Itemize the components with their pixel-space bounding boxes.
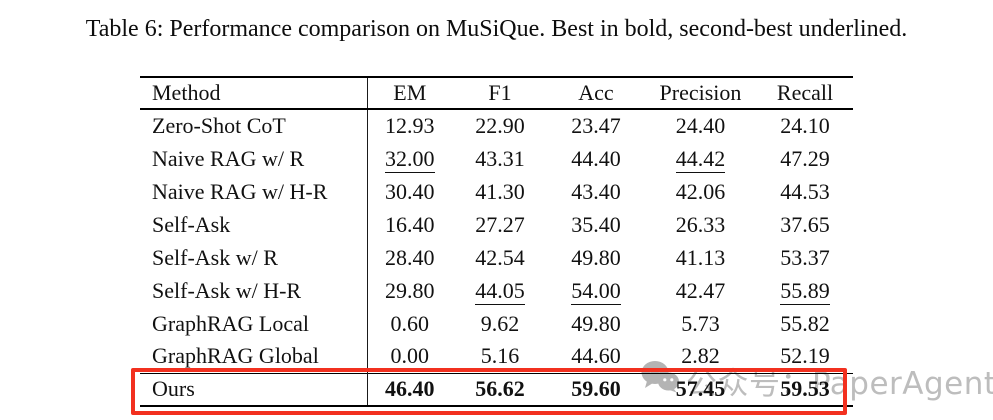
value-cell: 35.40 bbox=[571, 211, 621, 237]
value-cell: 49.80 bbox=[571, 310, 621, 336]
table-body: Zero-Shot CoT 12.93 22.90 23.47 24.40 24.10 Na… bbox=[140, 109, 853, 406]
value-cell: 28.40 bbox=[366, 241, 452, 274]
value-cell: 42.06 bbox=[675, 178, 726, 204]
table-row: Zero-Shot CoT 12.93 22.90 23.47 24.40 24.10 bbox=[140, 109, 853, 142]
table-row: Self-Ask w/ H-R 29.80 44.05 54.00 42.47 55.89 bbox=[140, 274, 853, 307]
table-caption: Table 6: Performance comparison on MuSiQ… bbox=[85, 16, 908, 42]
value-cell: 5.73 bbox=[681, 310, 720, 336]
value-cell: 42.47 bbox=[675, 277, 726, 303]
results-table: Method EM F1 Acc Precision Recall Zero-Shot C… bbox=[140, 76, 853, 407]
value-cell: 0.00 bbox=[366, 340, 452, 373]
column-header-precision: Precision bbox=[659, 80, 742, 105]
watermark-text: 公众号：PaperAgent bbox=[686, 366, 993, 402]
table-row: Self-Ask w/ R 28.40 42.54 49.80 41.13 53.37 bbox=[140, 241, 853, 274]
method-cell: Naive RAG w/ R bbox=[152, 145, 305, 171]
value-cell: 32.00 bbox=[366, 142, 452, 175]
table-row: Naive RAG w/ R 32.00 43.31 44.40 44.42 47.29 bbox=[140, 142, 853, 175]
value-cell: 43.31 bbox=[475, 145, 525, 171]
value-cell: 23.47 bbox=[571, 113, 621, 138]
value-cell: 52.19 bbox=[780, 343, 830, 369]
table-row: Self-Ask 16.40 27.27 35.40 26.33 37.65 bbox=[140, 208, 853, 241]
value-cell: 37.65 bbox=[780, 211, 830, 237]
value-cell: 24.10 bbox=[780, 113, 830, 138]
method-cell: Zero-Shot CoT bbox=[152, 113, 286, 138]
value-cell: 53.37 bbox=[780, 244, 830, 270]
value-cell: 46.40 bbox=[366, 373, 452, 406]
value-cell: 55.82 bbox=[780, 310, 830, 336]
value-cell: 9.62 bbox=[480, 310, 520, 336]
value-cell: 54.00 bbox=[571, 277, 621, 305]
method-cell: GraphRAG Global bbox=[152, 343, 319, 369]
method-cell: Naive RAG w/ H-R bbox=[152, 178, 328, 204]
value-cell: 26.33 bbox=[675, 211, 726, 237]
value-cell: 16.40 bbox=[366, 208, 452, 241]
value-cell: 0.60 bbox=[366, 307, 452, 340]
value-cell: 12.93 bbox=[366, 109, 452, 142]
value-cell: 2.82 bbox=[681, 343, 720, 369]
watermark: 公众号：PaperAgent bbox=[641, 358, 993, 403]
value-cell: 59.60 bbox=[571, 376, 621, 402]
value-cell: 57.45 bbox=[675, 376, 726, 402]
value-cell: 27.27 bbox=[475, 211, 525, 237]
value-cell: 42.54 bbox=[475, 244, 525, 270]
value-cell: 44.60 bbox=[571, 343, 621, 369]
value-cell: 41.30 bbox=[475, 178, 525, 204]
value-cell: 59.53 bbox=[780, 376, 830, 402]
method-cell: Self-Ask w/ R bbox=[152, 244, 278, 270]
method-cell: GraphRAG Local bbox=[152, 310, 310, 336]
column-header-acc: Acc bbox=[578, 80, 614, 105]
value-cell: 44.42 bbox=[675, 145, 726, 173]
table-row: Ours 46.40 56.62 59.60 57.45 59.53 bbox=[140, 373, 853, 406]
value-cell: 44.05 bbox=[475, 277, 525, 305]
value-cell: 47.29 bbox=[780, 145, 830, 171]
value-cell: 56.62 bbox=[475, 376, 525, 402]
value-cell: 55.89 bbox=[780, 277, 830, 305]
column-header-f1: F1 bbox=[488, 80, 512, 105]
value-cell: 5.16 bbox=[480, 343, 520, 369]
column-header-em: EM bbox=[366, 77, 452, 109]
value-cell: 49.80 bbox=[571, 244, 621, 270]
value-cell: 24.40 bbox=[675, 113, 726, 138]
column-header-method: Method bbox=[152, 80, 221, 105]
value-cell: 30.40 bbox=[366, 175, 452, 208]
column-header-recall: Recall bbox=[776, 80, 834, 105]
method-cell: Self-Ask w/ H-R bbox=[152, 277, 302, 303]
table-row: GraphRAG Global 0.00 5.16 44.60 2.82 52.19 bbox=[140, 340, 853, 373]
table-row: Naive RAG w/ H-R 30.40 41.30 43.40 42.06 44.5… bbox=[140, 175, 853, 208]
value-cell: 44.40 bbox=[571, 145, 621, 171]
method-cell: Self-Ask bbox=[152, 211, 231, 237]
table-row: GraphRAG Local 0.60 9.62 49.80 5.73 55.82 bbox=[140, 307, 853, 340]
value-cell: 43.40 bbox=[571, 178, 621, 204]
value-cell: 44.53 bbox=[780, 178, 830, 204]
value-cell: 41.13 bbox=[675, 244, 726, 270]
results-table-container: Method EM F1 Acc Precision Recall Zero-Shot C… bbox=[140, 76, 853, 407]
method-cell: Ours bbox=[152, 376, 195, 402]
value-cell: 22.90 bbox=[475, 113, 525, 138]
table-header-row: Method EM F1 Acc Precision Recall bbox=[140, 77, 853, 109]
value-cell: 29.80 bbox=[366, 274, 452, 307]
